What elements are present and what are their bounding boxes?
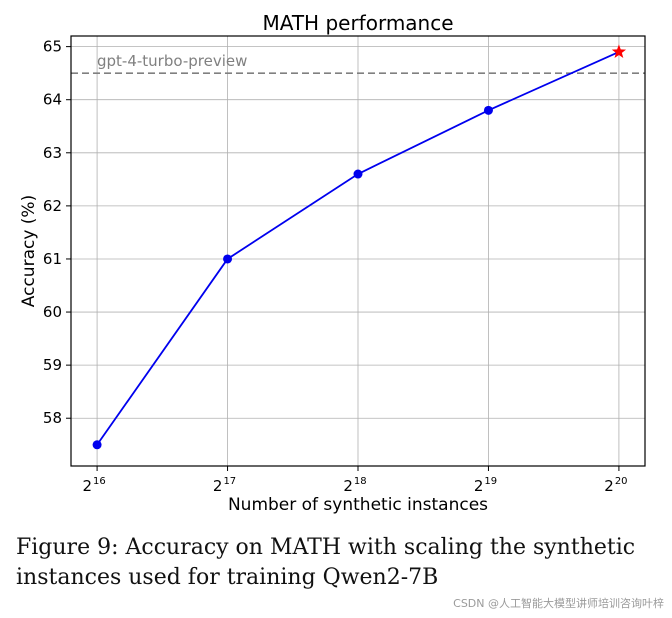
reference-line-label: gpt-4-turbo-preview <box>97 52 247 70</box>
x-tick-exponent: 16 <box>93 476 106 487</box>
x-tick-exponent: 17 <box>223 476 236 487</box>
y-axis-label: Accuracy (%) <box>19 195 39 307</box>
y-tick-label: 60 <box>43 303 62 321</box>
x-tick-label: 220 <box>604 476 627 495</box>
data-point <box>483 105 493 115</box>
math-performance-chart: gpt-4-turbo-preview 216 217 218 219 220 58 59… <box>19 11 646 515</box>
y-tick-label: 59 <box>43 356 62 374</box>
x-tick-exponent: 19 <box>484 476 497 487</box>
x-tick-label: 218 <box>343 476 366 495</box>
grid-lines <box>71 36 645 466</box>
x-axis-label: Number of synthetic instances <box>228 495 488 515</box>
highlight-star-point <box>611 44 627 58</box>
y-axis-ticks: 58 59 60 61 62 63 64 65 <box>43 38 71 427</box>
x-tick-label: 217 <box>213 476 236 495</box>
y-tick-label: 64 <box>43 91 62 109</box>
x-axis-ticks: 216 217 218 219 220 <box>82 466 628 495</box>
x-tick-exponent: 20 <box>615 476 628 487</box>
y-tick-label: 63 <box>43 144 62 162</box>
y-tick-label: 62 <box>43 197 62 215</box>
data-point <box>353 169 363 179</box>
figure-caption: Figure 9: Accuracy on MATH with scaling … <box>16 535 636 590</box>
data-point <box>223 254 233 264</box>
reference-line-group: gpt-4-turbo-preview <box>71 52 645 74</box>
x-tick-exponent: 18 <box>354 476 367 487</box>
y-tick-label: 65 <box>43 38 62 56</box>
x-tick-label: 216 <box>82 476 105 495</box>
y-tick-label: 61 <box>43 250 62 268</box>
data-point <box>92 440 102 450</box>
series-group <box>92 44 627 450</box>
chart-title: MATH performance <box>262 11 453 35</box>
y-tick-label: 58 <box>43 409 62 427</box>
watermark: CSDN @人工智能大模型讲师培训咨询叶梓 <box>453 597 664 610</box>
x-tick-label: 219 <box>474 476 497 495</box>
